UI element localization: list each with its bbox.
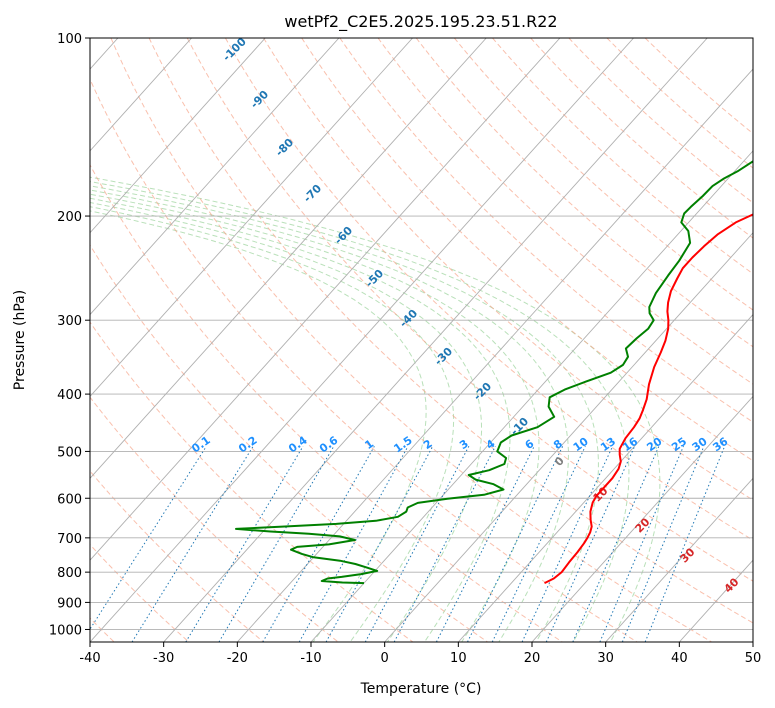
y-tick-label: 600 [57, 492, 82, 507]
mixing-ratio-line [599, 446, 684, 642]
x-tick-label: -40 [79, 651, 100, 666]
mixing-ratio-line [364, 445, 470, 642]
temperature-profile [544, 213, 753, 584]
mixing-ratio-line [218, 445, 335, 642]
isotherm [90, 38, 340, 316]
x-tick-label: 30 [597, 651, 614, 666]
isotherm [236, 68, 753, 642]
plot-frame [89, 37, 754, 643]
dry-adiabat [186, 38, 753, 582]
mixing-ratio-line [298, 445, 409, 642]
mixing-ratio-line [621, 446, 705, 642]
moist-adiabat [90, 210, 427, 642]
isotherm [90, 38, 192, 152]
isotherm [384, 232, 753, 642]
isotherm [90, 38, 266, 234]
isotherm [163, 38, 708, 642]
moist-adiabat [90, 202, 483, 642]
moist-adiabat [90, 189, 569, 642]
y-tick-label: 1000 [49, 623, 82, 638]
isotherm [310, 150, 753, 642]
isotherm [90, 38, 413, 398]
dry-adiabat [90, 396, 339, 642]
profile-lines [235, 160, 753, 585]
x-tick-label: 40 [671, 651, 688, 666]
moist-adiabat [90, 181, 630, 642]
x-tick-label: -10 [300, 651, 321, 666]
x-tick-label: 20 [524, 651, 541, 666]
chart-title: wetPf2_C2E5.2025.195.23.51.R22 [284, 12, 557, 32]
mixing-ratio-line [435, 446, 535, 642]
dry-adiabat [339, 38, 753, 423]
dry-adiabat [263, 38, 753, 501]
x-tick-label: -20 [227, 651, 248, 666]
mixing-ratio-line [393, 445, 496, 642]
y-tick-label: 700 [57, 532, 82, 547]
mixing-ratio-line [325, 445, 434, 642]
x-axis-label: Temperature (°C) [360, 681, 482, 697]
dry-adiabat [301, 38, 753, 462]
axes: -40 -30 -20 -10 0 10 20 30 40 50 100 200 300 400 500 60… [49, 32, 761, 666]
y-tick-label: 300 [57, 314, 82, 329]
isotherm [90, 38, 487, 479]
x-tick-label: 10 [450, 651, 467, 666]
moist-adiabat [90, 176, 661, 642]
dry-adiabat [453, 38, 753, 311]
y-axis-label: Pressure (hPa) [12, 290, 28, 390]
isotherm [90, 38, 561, 561]
moist-adiabat [90, 197, 511, 642]
isotherm [457, 313, 753, 642]
y-tick-label: 900 [57, 596, 82, 611]
y-tick-label: 400 [57, 388, 82, 403]
moist-adiabat [90, 193, 540, 642]
dry-adiabat [377, 38, 753, 385]
dry-adiabat [90, 244, 488, 642]
y-tick-label: 200 [57, 210, 82, 225]
dry-adiabat [606, 38, 753, 169]
dry-adiabat [110, 38, 712, 642]
dry-adiabat [90, 321, 414, 642]
isotherm [90, 38, 634, 642]
x-tick-label: 0 [381, 651, 389, 666]
y-tick-label: 800 [57, 566, 82, 581]
background-lines [90, 38, 753, 642]
dry-adiabat [90, 163, 563, 642]
dry-adiabat [568, 38, 753, 204]
mixing-ratio-line [90, 445, 207, 631]
dry-adiabat [224, 38, 753, 541]
isotherm [531, 395, 753, 642]
dry-adiabat [148, 38, 753, 624]
mixing-ratio-line [644, 446, 726, 642]
mixing-ratio-line [262, 445, 375, 642]
y-tick-label: 500 [57, 445, 82, 460]
isotherm [605, 477, 753, 642]
dewpoint-profile [235, 160, 753, 585]
mixing-ratio-line [467, 446, 564, 642]
mixing-ratio-line [491, 446, 586, 642]
x-tick-label: 50 [745, 651, 762, 666]
y-tick-label: 100 [57, 32, 82, 47]
dry-adiabat [492, 38, 753, 275]
x-tick-label: -30 [153, 651, 174, 666]
